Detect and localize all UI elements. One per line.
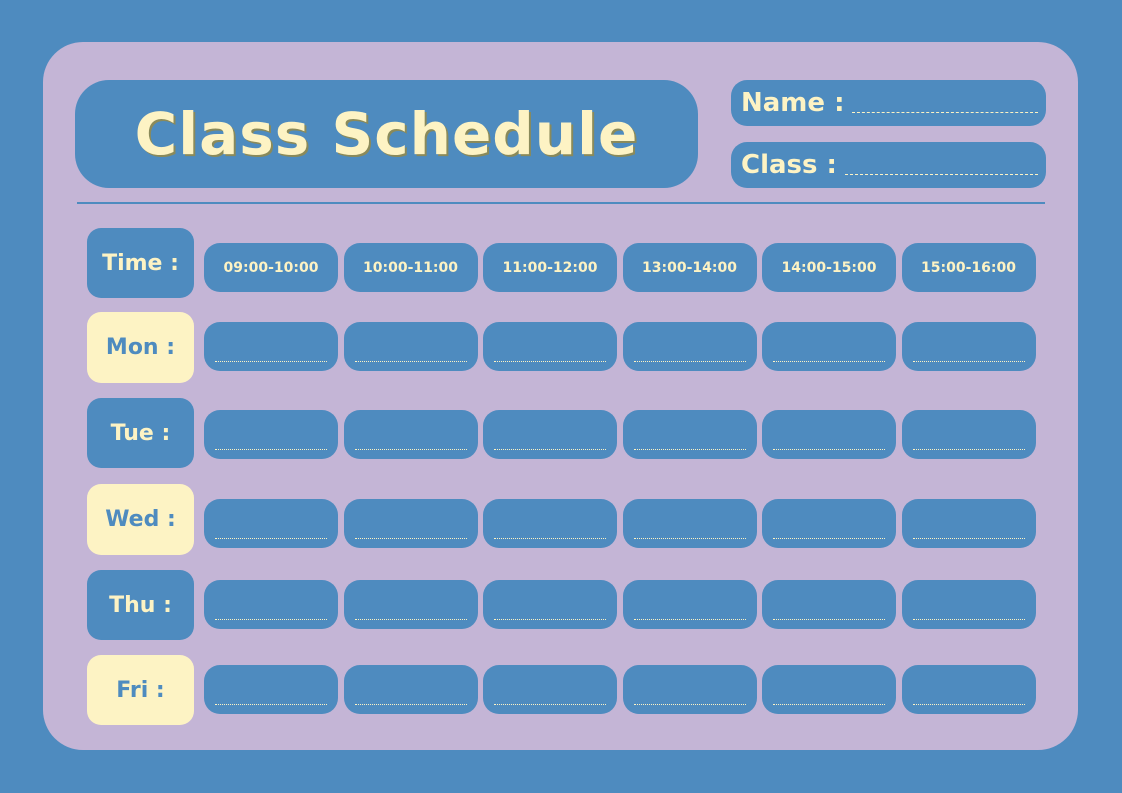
schedule-cell[interactable]: [622, 580, 757, 629]
time-slot-header: 11:00-12:00: [483, 243, 617, 292]
schedule-cell[interactable]: [762, 499, 896, 548]
schedule-cell[interactable]: [204, 580, 338, 629]
schedule-cell[interactable]: [762, 580, 896, 629]
writing-line: [912, 538, 1025, 539]
class-label: Class :: [741, 150, 837, 180]
schedule-cell[interactable]: [622, 665, 757, 714]
schedule-cell[interactable]: [483, 580, 617, 629]
writing-line: [494, 704, 606, 705]
writing-line: [633, 538, 746, 539]
schedule-cell[interactable]: [483, 410, 617, 459]
writing-line: [494, 449, 606, 450]
writing-line: [215, 361, 327, 362]
schedule-cell[interactable]: [204, 665, 338, 714]
schedule-cell[interactable]: [622, 322, 757, 371]
schedule-cell[interactable]: [901, 665, 1036, 714]
writing-line: [912, 619, 1025, 620]
writing-line: [354, 619, 467, 620]
writing-line: [773, 361, 885, 362]
writing-line: [354, 449, 467, 450]
writing-line: [494, 538, 606, 539]
schedule-cell[interactable]: [343, 580, 478, 629]
schedule-cell[interactable]: [622, 410, 757, 459]
class-field[interactable]: Class :: [731, 142, 1046, 188]
schedule-cell[interactable]: [483, 665, 617, 714]
writing-line: [354, 361, 467, 362]
writing-line: [494, 361, 606, 362]
schedule-cell[interactable]: [762, 322, 896, 371]
time-slot-header: 09:00-10:00: [204, 243, 338, 292]
writing-line: [215, 538, 327, 539]
day-label: Fri :: [87, 655, 194, 725]
day-label: Tue :: [87, 398, 194, 468]
schedule-cell[interactable]: [343, 322, 478, 371]
time-label: Time :: [87, 228, 194, 298]
day-label: Mon :: [87, 312, 194, 383]
time-slot-header: 13:00-14:00: [622, 243, 757, 292]
time-slot-header: 10:00-11:00: [343, 243, 478, 292]
schedule-cell[interactable]: [901, 499, 1036, 548]
time-slot-header: 14:00-15:00: [762, 243, 896, 292]
schedule-cell[interactable]: [762, 410, 896, 459]
writing-line: [773, 449, 885, 450]
schedule-cell[interactable]: [204, 499, 338, 548]
schedule-cell[interactable]: [901, 410, 1036, 459]
page-title: Class Schedule: [75, 80, 698, 188]
schedule-cell[interactable]: [622, 499, 757, 548]
schedule-cell[interactable]: [204, 322, 338, 371]
writing-line: [354, 704, 467, 705]
writing-line: [215, 704, 327, 705]
day-label: Thu :: [87, 570, 194, 640]
writing-line: [633, 704, 746, 705]
name-input-line[interactable]: [852, 111, 1038, 113]
class-input-line[interactable]: [844, 173, 1038, 175]
writing-line: [215, 449, 327, 450]
day-label: Wed :: [87, 484, 194, 555]
divider: [77, 202, 1045, 204]
schedule-cell[interactable]: [483, 499, 617, 548]
schedule-cell[interactable]: [204, 410, 338, 459]
writing-line: [773, 704, 885, 705]
writing-line: [912, 704, 1025, 705]
name-field[interactable]: Name :: [731, 80, 1046, 126]
schedule-cell[interactable]: [901, 580, 1036, 629]
writing-line: [494, 619, 606, 620]
name-label: Name :: [741, 88, 845, 118]
schedule-cell[interactable]: [901, 322, 1036, 371]
writing-line: [633, 619, 746, 620]
writing-line: [912, 361, 1025, 362]
schedule-cell[interactable]: [343, 410, 478, 459]
time-slot-header: 15:00-16:00: [901, 243, 1036, 292]
writing-line: [633, 449, 746, 450]
writing-line: [773, 619, 885, 620]
writing-line: [215, 619, 327, 620]
schedule-cell[interactable]: [762, 665, 896, 714]
writing-line: [633, 361, 746, 362]
schedule-cell[interactable]: [343, 499, 478, 548]
writing-line: [912, 449, 1025, 450]
writing-line: [354, 538, 467, 539]
schedule-cell[interactable]: [343, 665, 478, 714]
writing-line: [773, 538, 885, 539]
schedule-cell[interactable]: [483, 322, 617, 371]
